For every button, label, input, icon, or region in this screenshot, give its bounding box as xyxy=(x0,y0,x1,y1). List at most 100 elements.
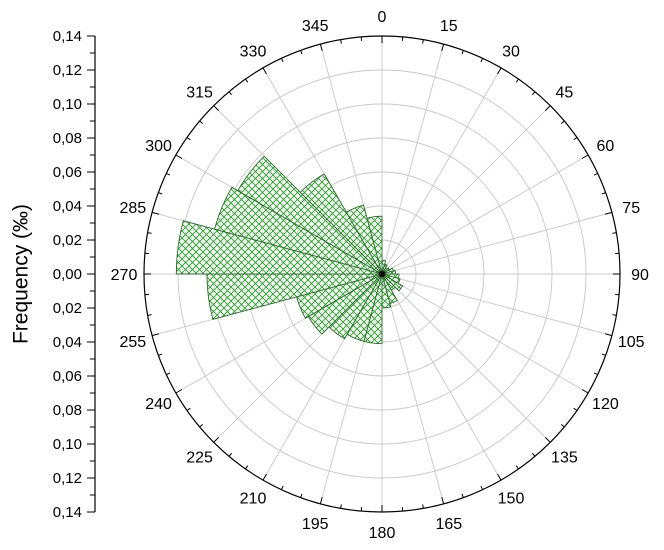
grid-spoke xyxy=(381,273,445,505)
angle-tick xyxy=(593,372,598,376)
angle-tick xyxy=(262,473,267,481)
radial-axis: 0,14 0,12 0,10 0,08 0,06 0,04 0,02 0,00 0,02 0,04… xyxy=(53,28,96,521)
radial-tick-label: 0,02 xyxy=(53,232,82,249)
grid-spoke xyxy=(381,273,502,481)
angle-tick xyxy=(573,407,578,411)
polar-frame xyxy=(143,35,621,513)
angle-tick xyxy=(581,389,589,394)
angle-tick xyxy=(186,407,191,411)
radial-tick-label: 0,06 xyxy=(53,164,82,181)
angle-tick xyxy=(612,314,617,316)
angle-tick xyxy=(340,39,342,44)
center-dot xyxy=(379,271,385,277)
angle-label: 150 xyxy=(498,490,525,507)
angle-tick xyxy=(319,43,323,52)
angle-tick xyxy=(581,154,589,159)
angle-label: 135 xyxy=(551,449,578,466)
radial-tick-label: 0,00 xyxy=(53,266,82,283)
angle-tick xyxy=(213,105,220,112)
rose-sector xyxy=(175,220,383,275)
grid-spoke xyxy=(381,273,613,337)
radial-tick-label: 0,02 xyxy=(53,300,82,317)
radial-tick-label: 0,08 xyxy=(53,130,82,147)
grid-spoke xyxy=(381,43,445,275)
angle-tick xyxy=(560,120,565,124)
grid-spoke xyxy=(381,273,589,394)
angle-tick xyxy=(228,452,232,457)
angle-label: 330 xyxy=(240,44,267,61)
angle-tick xyxy=(461,50,464,55)
radial-tick-label: 0,06 xyxy=(53,368,82,385)
angle-tick xyxy=(245,465,249,470)
angle-label: 45 xyxy=(556,85,574,102)
angle-label: 75 xyxy=(622,200,640,217)
polar-grid xyxy=(144,36,620,512)
angle-tick xyxy=(560,424,565,428)
angle-labels: 0 15 30 45 60 75 90 105 120 135 150 165 180 195 210 225… xyxy=(111,9,649,542)
angle-tick xyxy=(497,67,502,75)
angle-tick xyxy=(280,58,284,63)
angle-tick xyxy=(532,452,536,457)
angle-tick xyxy=(166,372,171,376)
angle-tick xyxy=(158,192,163,195)
angle-label: 15 xyxy=(440,18,458,35)
angle-label: 120 xyxy=(592,396,619,413)
angle-tick xyxy=(147,232,152,234)
rose-sector xyxy=(366,215,383,275)
angle-label: 90 xyxy=(631,267,649,284)
angle-tick xyxy=(280,485,284,490)
radial-tick-label: 0,04 xyxy=(53,334,82,351)
angle-label: 285 xyxy=(119,200,146,217)
angle-tick xyxy=(166,172,171,176)
angle-tick xyxy=(186,137,191,141)
radial-tick-label: 0,08 xyxy=(53,402,82,419)
grid-spoke xyxy=(381,273,551,443)
angle-tick xyxy=(604,333,613,337)
rose-sectors xyxy=(175,155,404,345)
angle-label: 270 xyxy=(111,267,138,284)
angle-label: 195 xyxy=(302,516,329,533)
angle-label: 210 xyxy=(240,490,267,507)
angle-label: 345 xyxy=(302,18,329,35)
angle-tick xyxy=(601,192,606,195)
angle-tick xyxy=(175,389,183,394)
radial-tick-label: 0,14 xyxy=(53,504,82,521)
angle-tick xyxy=(497,473,502,481)
angle-tick xyxy=(319,496,323,505)
grid-spoke xyxy=(381,211,613,275)
angle-tick xyxy=(245,78,249,83)
angle-label: 225 xyxy=(186,449,213,466)
angle-tick xyxy=(532,91,536,96)
rose-sector xyxy=(345,204,383,275)
angle-tick xyxy=(480,485,484,490)
angle-label: 0 xyxy=(378,9,387,26)
rose-sector xyxy=(299,173,383,275)
angle-tick xyxy=(461,493,464,498)
angle-tick xyxy=(604,211,613,215)
angle-tick xyxy=(422,504,424,509)
angle-label: 165 xyxy=(435,516,462,533)
angle-tick xyxy=(515,465,519,470)
angle-tick xyxy=(441,43,445,52)
radial-tick-label: 0,10 xyxy=(53,436,82,453)
angle-label: 255 xyxy=(119,334,146,351)
radial-tick-label: 0,12 xyxy=(53,62,82,79)
rose-sector xyxy=(213,186,383,275)
angle-tick xyxy=(300,493,303,498)
angle-tick xyxy=(544,436,551,443)
angle-tick xyxy=(441,496,445,505)
angle-tick xyxy=(151,333,160,337)
angle-label: 105 xyxy=(618,334,645,351)
angle-tick xyxy=(480,58,484,63)
angle-tick xyxy=(147,314,152,316)
grid-spoke xyxy=(381,154,589,275)
angle-tick xyxy=(199,424,204,428)
angle-label: 60 xyxy=(597,138,615,155)
angle-tick xyxy=(544,105,551,112)
angle-tick xyxy=(593,172,598,176)
angle-tick xyxy=(573,137,578,141)
angle-tick xyxy=(422,39,424,44)
angle-label: 180 xyxy=(369,525,396,542)
angle-tick xyxy=(262,67,267,75)
